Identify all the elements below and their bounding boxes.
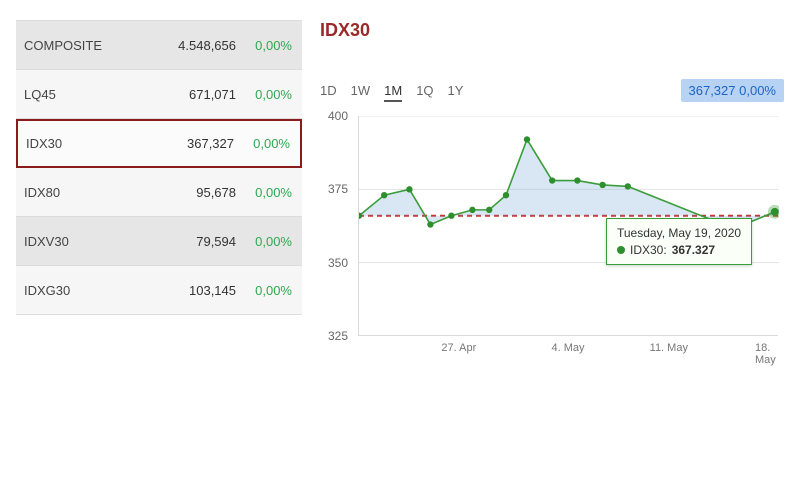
index-name: IDX80: [24, 185, 146, 200]
range-1w[interactable]: 1W: [351, 83, 371, 98]
index-change: 0,00%: [236, 234, 292, 249]
range-selector-row: 1D 1W 1M 1Q 1Y 367,327 0,00%: [320, 79, 784, 102]
index-name: COMPOSITE: [24, 38, 146, 53]
index-row-lq45[interactable]: LQ45671,0710,00%: [16, 70, 302, 119]
tooltip-series-name: IDX30:: [630, 243, 667, 257]
index-value: 671,071: [146, 87, 236, 102]
index-value: 4.548,656: [146, 38, 236, 53]
index-change: 0,00%: [236, 87, 292, 102]
price-badge: 367,327 0,00%: [681, 79, 785, 102]
index-row-idx30[interactable]: IDX30367,3270,00%: [16, 119, 302, 168]
range-1d[interactable]: 1D: [320, 83, 337, 98]
index-change: 0,00%: [236, 283, 292, 298]
index-name: IDXV30: [24, 234, 146, 249]
range-1m[interactable]: 1M: [384, 83, 402, 102]
tooltip-value: 367.327: [672, 243, 715, 257]
chart-title: IDX30: [320, 20, 784, 41]
index-name: IDXG30: [24, 283, 146, 298]
index-value: 95,678: [146, 185, 236, 200]
index-name: LQ45: [24, 87, 146, 102]
tooltip-date: Tuesday, May 19, 2020: [617, 226, 741, 240]
index-change: 0,00%: [236, 185, 292, 200]
y-tick-label: 400: [328, 109, 348, 123]
range-1q[interactable]: 1Q: [416, 83, 433, 98]
chart-tooltip: Tuesday, May 19, 2020 IDX30: 367.327: [606, 218, 752, 265]
x-tick-label: 11. May: [650, 342, 688, 354]
x-axis: 27. Apr4. May11. May18. May: [358, 342, 778, 362]
index-value: 79,594: [146, 234, 236, 249]
chart-panel: IDX30 1D 1W 1M 1Q 1Y 367,327 0,00% 325 350 375…: [320, 20, 784, 480]
index-row-idxg30[interactable]: IDXG30103,1450,00%: [16, 266, 302, 315]
x-tick-label: 4. May: [551, 342, 584, 354]
index-row-composite[interactable]: COMPOSITE4.548,6560,00%: [16, 21, 302, 70]
tooltip-dot-icon: [617, 246, 625, 254]
index-change: 0,00%: [234, 136, 290, 151]
index-value: 367,327: [144, 136, 234, 151]
index-change: 0,00%: [236, 38, 292, 53]
y-tick-label: 375: [328, 182, 348, 196]
y-tick-label: 325: [328, 329, 348, 343]
x-tick-label: 18. May: [755, 342, 776, 366]
badge-value: 367,327: [689, 83, 736, 98]
y-axis: 325350375400: [314, 116, 354, 336]
y-tick-label: 350: [328, 256, 348, 270]
x-tick-label: 27. Apr: [441, 342, 476, 354]
index-name: IDX30: [26, 136, 144, 151]
index-value: 103,145: [146, 283, 236, 298]
tooltip-series: IDX30: 367.327: [617, 243, 741, 257]
badge-change: 0,00%: [739, 83, 776, 98]
index-table: COMPOSITE4.548,6560,00%LQ45671,0710,00%I…: [16, 20, 302, 480]
chart-area: 325350375400 27. Apr4. May11. May18. May…: [320, 116, 780, 376]
index-row-idx80[interactable]: IDX8095,6780,00%: [16, 168, 302, 217]
index-row-idxv30[interactable]: IDXV3079,5940,00%: [16, 217, 302, 266]
range-1y[interactable]: 1Y: [448, 83, 464, 98]
